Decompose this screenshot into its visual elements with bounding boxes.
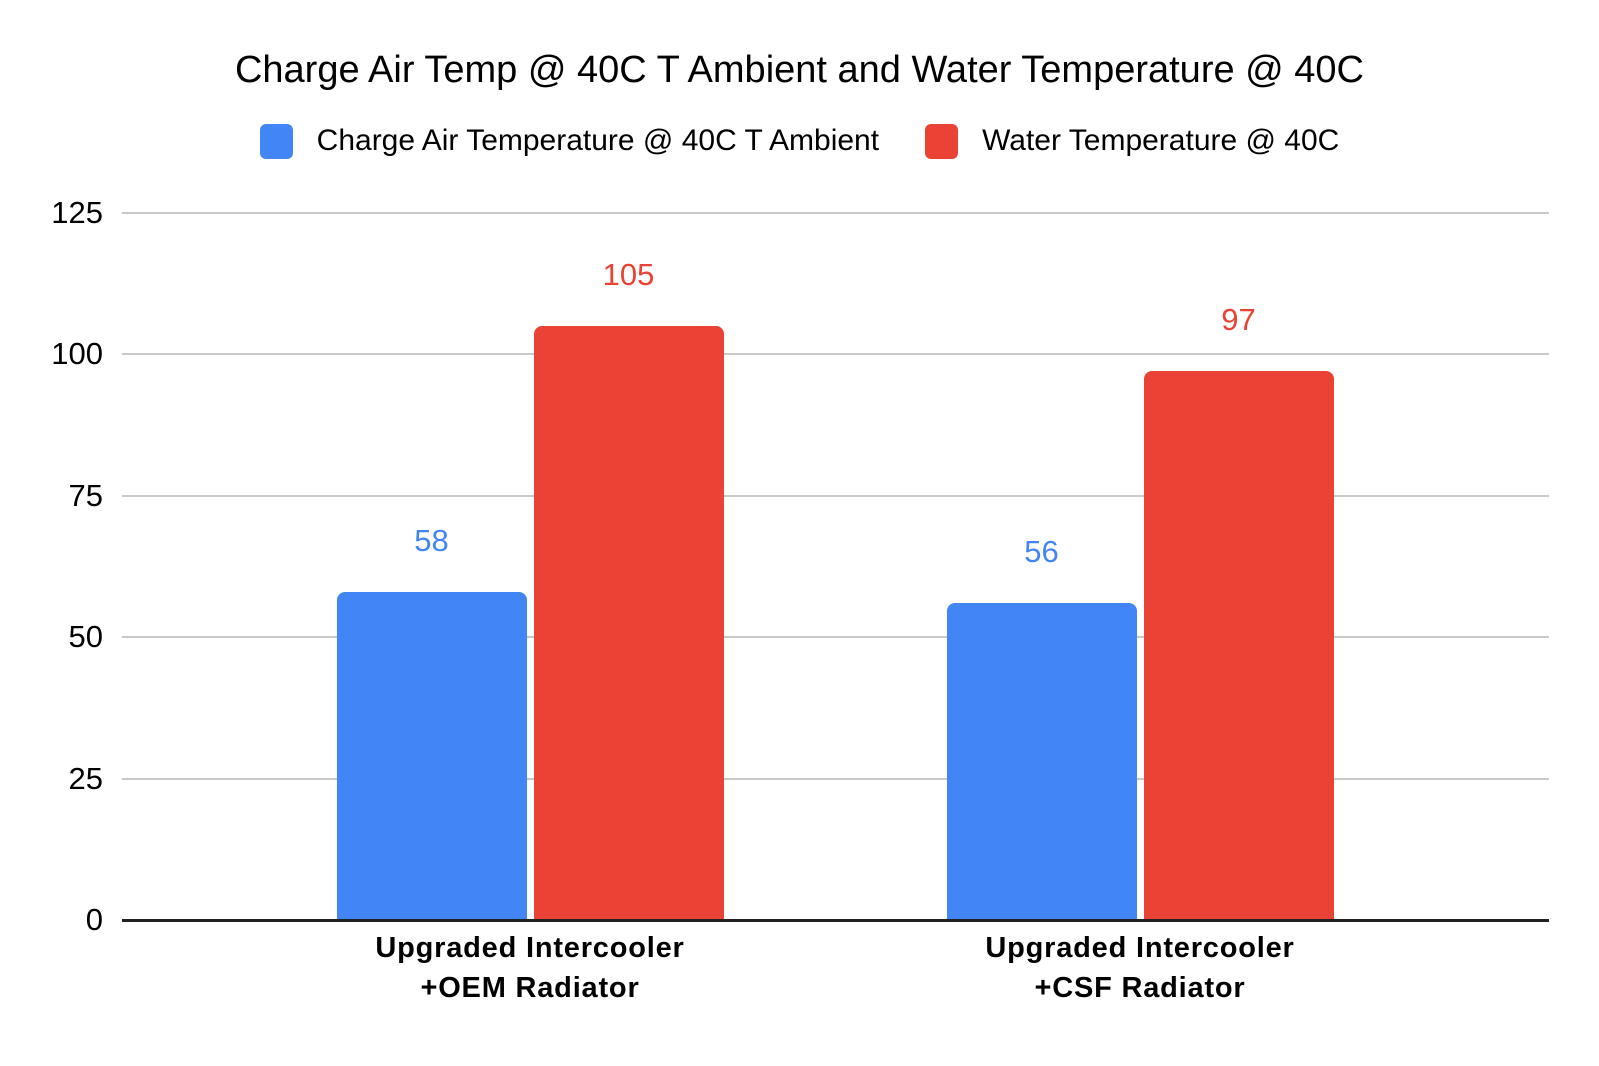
gridline (122, 777, 1549, 780)
bar-red-group1 (533, 326, 724, 920)
y-tick-label: 100 (51, 336, 103, 372)
x-axis-line (122, 919, 1549, 922)
y-tick-label: 125 (51, 195, 103, 230)
bar-red-group2 (1143, 371, 1334, 920)
gridline (122, 212, 1549, 214)
legend-label-water-temp: Water Temperature @ 40C (982, 124, 1340, 157)
gridline (122, 636, 1549, 639)
y-tick-label: 50 (68, 619, 103, 655)
legend-label-charge-air-temp: Charge Air Temperature @ 40C T Ambient (316, 124, 880, 157)
gridline (122, 353, 1549, 356)
bar-blue-group1 (336, 591, 527, 920)
legend-swatch-icon (925, 123, 959, 159)
legend: Charge Air Temperature @ 40C T Ambient W… (0, 120, 1599, 162)
legend-swatch-icon (259, 123, 293, 159)
bar-value-label: 97 (1221, 302, 1256, 338)
bar-value-label: 105 (602, 257, 655, 293)
y-tick-label: 0 (85, 902, 103, 937)
bar-blue-group2 (946, 603, 1137, 920)
x-category-label: Upgraded Intercooler +OEM Radiator (375, 932, 685, 1004)
chart-title: Charge Air Temp @ 40C T Ambient and Wate… (234, 49, 1365, 91)
y-tick-label: 75 (68, 477, 103, 513)
gridline (122, 494, 1549, 497)
legend-item-charge-air-temp: Charge Air Temperature @ 40C T Ambient (259, 123, 880, 159)
bar-value-label: 56 (1024, 534, 1059, 570)
y-tick-label: 25 (68, 760, 103, 796)
legend-item-water-temp: Water Temperature @ 40C (925, 123, 1340, 159)
x-category-label: Upgraded Intercooler +CSF Radiator (985, 932, 1295, 1004)
bar-value-label: 58 (414, 522, 449, 558)
